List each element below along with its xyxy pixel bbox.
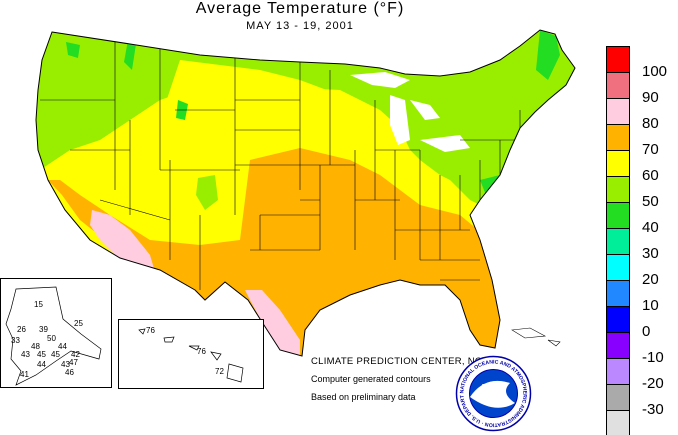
legend-swatch — [606, 176, 630, 203]
alaska-value: 44 — [58, 342, 67, 351]
legend-label: 40 — [642, 219, 659, 236]
alaska-value: 45 — [51, 350, 60, 359]
legend-swatch — [606, 228, 630, 255]
alaska-value: 43 — [21, 350, 30, 359]
alaska-value: 41 — [20, 370, 29, 379]
contour-40s-cascade — [66, 42, 80, 58]
hawaii-value: 72 — [215, 367, 224, 376]
legend-label: -30 — [642, 401, 664, 418]
alaska-value: 47 — [69, 358, 78, 367]
legend-label: 30 — [642, 245, 659, 262]
legend-label: -20 — [642, 375, 664, 392]
legend-swatch — [606, 150, 630, 177]
alaska-value: 46 — [65, 368, 74, 377]
contour-80s-texas — [245, 290, 300, 356]
conus-temperature-map — [35, 29, 576, 357]
legend-label: -10 — [642, 349, 664, 366]
alaska-value: 26 — [17, 325, 26, 334]
legend-swatch — [606, 46, 630, 73]
legend-label: 90 — [642, 89, 659, 106]
contour-80s-desert — [90, 210, 155, 272]
alaska-map: 15 25 26 39 50 33 48 44 45 43 45 42 41 4… — [5, 286, 102, 386]
credit-center: CLIMATE PREDICTION CENTER, NOAA — [311, 356, 496, 367]
alaska-inset: 15 25 26 39 50 33 48 44 45 43 45 42 41 4… — [0, 278, 112, 388]
alaska-value: 39 — [39, 325, 48, 334]
noaa-logo-text: NOAA — [482, 383, 506, 392]
legend-label: 10 — [642, 297, 659, 314]
alaska-value: 33 — [11, 336, 20, 345]
legend-swatch — [606, 384, 630, 411]
legend-swatch — [606, 202, 630, 229]
legend-swatch — [606, 72, 630, 99]
hawaii-map: 76 76 72 — [138, 326, 244, 383]
legend-swatch — [606, 358, 630, 385]
alaska-value: 50 — [47, 334, 56, 343]
hawaii-inset: 76 76 72 — [118, 319, 264, 389]
map-subtitle: MAY 13 - 19, 2001 — [246, 20, 354, 32]
noaa-seal-icon: NATIONAL OCEANIC AND ATMOSPHERIC ADMINIS… — [455, 355, 532, 432]
legend-swatch — [606, 410, 630, 435]
hawaii-value: 76 — [197, 347, 206, 356]
legend-label: 70 — [642, 141, 659, 158]
credit-data: Based on preliminary data — [311, 392, 416, 402]
great-lakes — [350, 72, 470, 152]
legend-label: 80 — [642, 115, 659, 132]
alaska-value: 25 — [74, 319, 83, 328]
legend-label: 60 — [642, 167, 659, 184]
legend-swatch — [606, 124, 630, 151]
legend-label: 100 — [642, 63, 668, 80]
map-title: Average Temperature (°F) — [195, 0, 405, 17]
alaska-value: 44 — [37, 360, 46, 369]
alaska-value: 43 — [61, 360, 70, 369]
legend-swatch — [606, 98, 630, 125]
legend-label: 0 — [642, 323, 651, 340]
contour-40s-newengland — [536, 30, 560, 80]
legend-label: 20 — [642, 271, 659, 288]
legend-swatch — [606, 280, 630, 307]
color-legend — [606, 46, 630, 435]
legend-swatch — [606, 332, 630, 359]
credit-contours: Computer generated contours — [311, 374, 431, 384]
contour-40s-colorado — [196, 175, 218, 210]
alaska-value: 42 — [71, 350, 80, 359]
contour-40s-rockies-1 — [124, 40, 136, 70]
hawaii-value: 76 — [146, 326, 155, 335]
legend-swatch — [606, 306, 630, 333]
alaska-value: 45 — [37, 350, 46, 359]
alaska-value: 15 — [34, 300, 43, 309]
legend-label: 50 — [642, 193, 659, 210]
legend-swatch — [606, 254, 630, 281]
alaska-value: 48 — [31, 342, 40, 351]
